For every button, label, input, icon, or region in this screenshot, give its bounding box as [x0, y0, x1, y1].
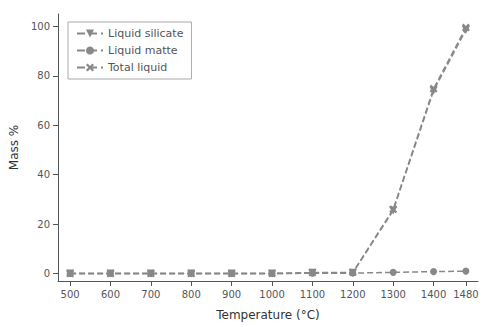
- svg-text:100: 100: [31, 21, 50, 32]
- svg-text:800: 800: [182, 289, 201, 300]
- svg-text:900: 900: [222, 289, 241, 300]
- svg-text:1300: 1300: [380, 289, 405, 300]
- svg-text:Temperature (°C): Temperature (°C): [215, 308, 320, 322]
- svg-text:1200: 1200: [340, 289, 365, 300]
- svg-text:500: 500: [61, 289, 80, 300]
- svg-text:60: 60: [37, 120, 50, 131]
- svg-text:1000: 1000: [259, 289, 284, 300]
- svg-text:700: 700: [141, 289, 160, 300]
- svg-text:1400: 1400: [421, 289, 446, 300]
- svg-text:1100: 1100: [300, 289, 325, 300]
- svg-text:Liquid silicate: Liquid silicate: [108, 27, 184, 40]
- svg-text:1480: 1480: [453, 289, 478, 300]
- svg-text:Mass %: Mass %: [7, 125, 21, 170]
- svg-text:40: 40: [37, 169, 50, 180]
- svg-text:80: 80: [37, 70, 50, 81]
- svg-text:Total liquid: Total liquid: [107, 61, 167, 74]
- svg-text:0: 0: [44, 268, 50, 279]
- svg-text:600: 600: [101, 289, 120, 300]
- svg-text:20: 20: [37, 219, 50, 230]
- svg-text:Liquid matte: Liquid matte: [108, 44, 178, 57]
